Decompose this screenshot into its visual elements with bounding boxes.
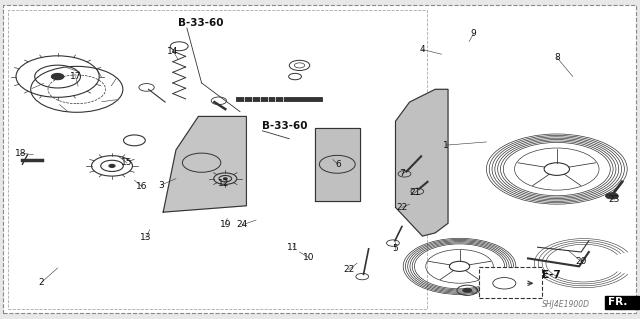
Text: 23: 23 <box>609 195 620 204</box>
Circle shape <box>51 73 64 80</box>
Text: B-33-60: B-33-60 <box>178 18 223 27</box>
Polygon shape <box>315 128 360 201</box>
Bar <box>8 10 427 309</box>
Text: 16: 16 <box>136 182 148 191</box>
Polygon shape <box>396 89 448 236</box>
Text: 17: 17 <box>70 72 81 81</box>
Text: B-33-60: B-33-60 <box>262 121 308 131</box>
Text: FR.: FR. <box>608 297 627 308</box>
Text: 3: 3 <box>159 181 164 189</box>
Text: 10: 10 <box>303 253 315 262</box>
Text: 12: 12 <box>218 179 230 188</box>
Circle shape <box>223 178 227 180</box>
Text: 14: 14 <box>167 47 179 56</box>
Text: 24: 24 <box>236 220 248 229</box>
Text: 4: 4 <box>420 45 425 54</box>
Text: 22: 22 <box>343 265 355 274</box>
Polygon shape <box>605 296 639 309</box>
Text: 15: 15 <box>121 158 132 167</box>
Text: E-7: E-7 <box>542 270 561 280</box>
Text: 8: 8 <box>554 53 559 62</box>
Text: 11: 11 <box>287 243 299 252</box>
Polygon shape <box>163 116 246 212</box>
Text: 18: 18 <box>15 149 27 158</box>
Text: 5: 5 <box>392 244 397 253</box>
Circle shape <box>605 193 618 199</box>
FancyBboxPatch shape <box>479 267 542 298</box>
Text: 13: 13 <box>140 233 152 242</box>
Circle shape <box>109 164 115 167</box>
Text: SHJ4E1900D: SHJ4E1900D <box>543 300 590 309</box>
Text: 6: 6 <box>335 160 340 169</box>
Text: 9: 9 <box>471 29 476 38</box>
Text: 22: 22 <box>396 203 408 212</box>
Text: 2: 2 <box>39 278 44 287</box>
Text: 21: 21 <box>409 189 420 197</box>
Text: 7: 7 <box>399 169 404 178</box>
Text: 1: 1 <box>444 141 449 150</box>
Circle shape <box>463 288 472 293</box>
Text: 20: 20 <box>575 257 587 266</box>
Text: 19: 19 <box>220 220 231 229</box>
